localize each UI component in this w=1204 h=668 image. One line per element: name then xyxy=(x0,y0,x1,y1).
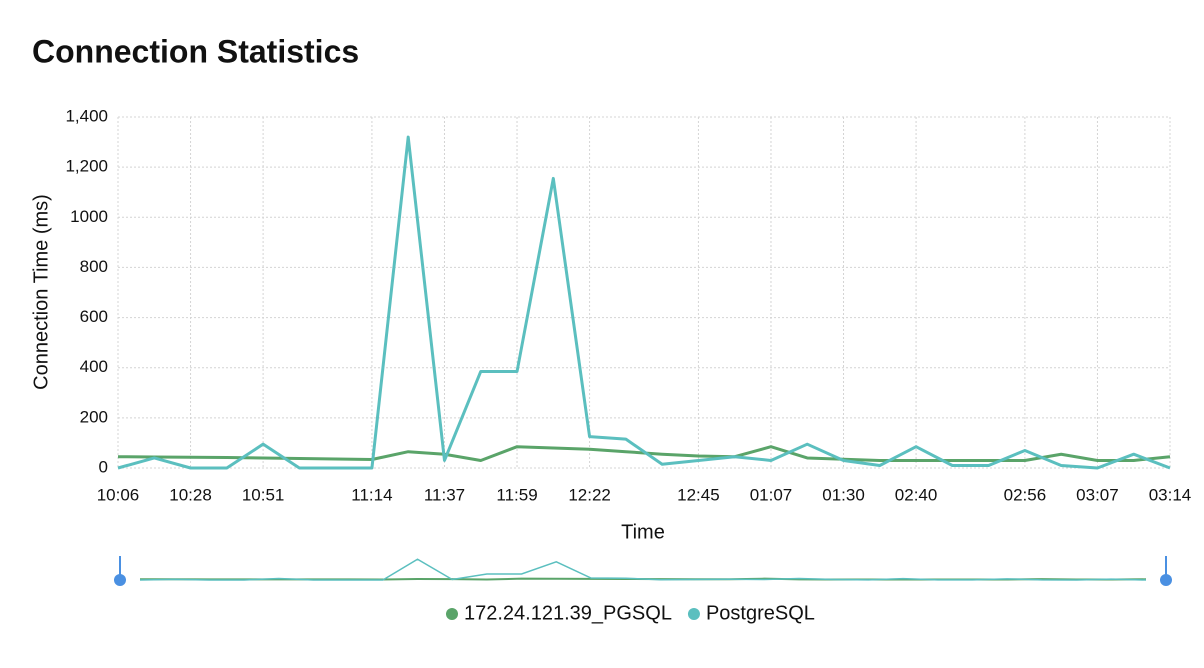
y-tick-label: 1,200 xyxy=(65,157,108,176)
x-axis-title: Time xyxy=(621,521,665,543)
zoom-handle-end[interactable] xyxy=(1160,574,1172,586)
x-tick-label: 11:14 xyxy=(351,485,392,504)
y-tick-label: 400 xyxy=(80,357,108,376)
x-tick-label: 11:59 xyxy=(496,485,537,504)
x-tick-label: 10:06 xyxy=(97,485,140,504)
x-tick-label: 12:45 xyxy=(677,485,720,504)
x-tick-label: 02:40 xyxy=(895,485,938,504)
x-tick-label: 03:07 xyxy=(1076,485,1119,504)
x-tick-label: 01:30 xyxy=(822,485,865,504)
series-line xyxy=(117,135,1171,470)
y-tick-label: 800 xyxy=(80,257,108,276)
x-tick-label: 10:28 xyxy=(169,485,212,504)
chart-title: Connection Statistics xyxy=(32,33,359,69)
x-tick-label: 02:56 xyxy=(1004,485,1047,504)
y-axis-title: Connection Time (ms) xyxy=(30,194,52,390)
legend-label[interactable]: 172.24.121.39_PGSQL xyxy=(464,602,672,624)
zoom-preview-line xyxy=(139,558,1147,581)
x-tick-label: 10:51 xyxy=(242,485,285,504)
y-tick-label: 600 xyxy=(80,307,108,326)
y-tick-label: 1000 xyxy=(70,207,108,226)
x-tick-label: 11:37 xyxy=(424,485,465,504)
x-tick-label: 03:14 xyxy=(1149,485,1192,504)
x-tick-label: 12:22 xyxy=(568,485,611,504)
y-tick-label: 0 xyxy=(99,457,108,476)
x-tick-label: 01:07 xyxy=(750,485,793,504)
y-tick-label: 1,400 xyxy=(65,106,108,125)
legend-marker xyxy=(446,608,458,620)
legend-marker xyxy=(687,608,700,620)
zoom-handle-start[interactable] xyxy=(114,574,126,586)
legend-label[interactable]: PostgreSQL xyxy=(706,602,815,624)
y-tick-label: 200 xyxy=(80,407,108,426)
